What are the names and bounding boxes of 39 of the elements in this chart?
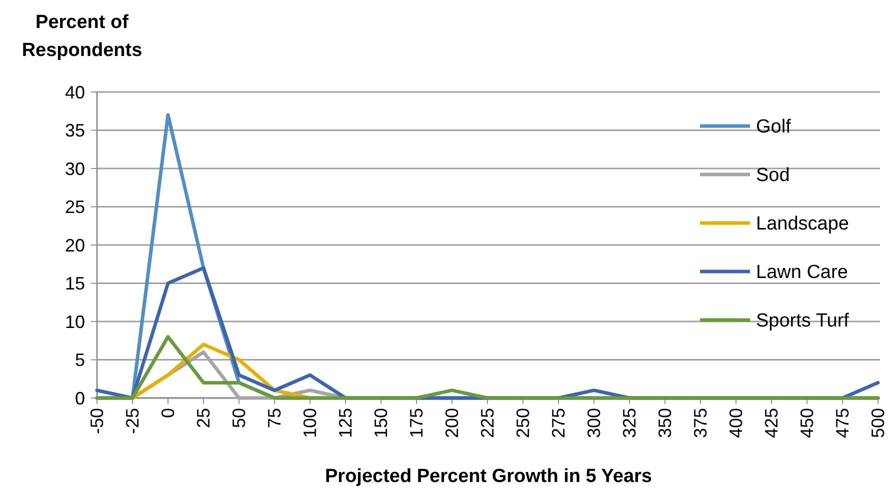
y-tick-label: 15 bbox=[64, 274, 85, 294]
x-tick-label: 375 bbox=[690, 408, 710, 438]
x-tick-label: 400 bbox=[726, 408, 746, 438]
x-tick-label: 75 bbox=[264, 408, 284, 428]
x-tick-label: 325 bbox=[620, 408, 640, 438]
x-tick-label: 200 bbox=[442, 408, 462, 438]
x-tick-label: 25 bbox=[194, 408, 214, 428]
y-tick-label: 0 bbox=[74, 388, 85, 408]
legend-label: Lawn Care bbox=[756, 262, 848, 284]
x-tick-label: 0 bbox=[158, 408, 178, 418]
x-tick-label: 300 bbox=[584, 408, 604, 438]
x-tick-label: 350 bbox=[655, 408, 675, 438]
x-tick-label: -25 bbox=[122, 408, 142, 434]
x-tick-label: 475 bbox=[832, 408, 852, 438]
y-tick-label: 25 bbox=[64, 197, 85, 218]
x-tick-label: 150 bbox=[371, 408, 391, 438]
y-tick-label: 20 bbox=[64, 235, 85, 256]
x-tick-label: 275 bbox=[548, 408, 568, 438]
x-tick-label: 50 bbox=[229, 408, 249, 428]
legend-label: Sports Turf bbox=[756, 310, 850, 332]
x-tick-label: -50 bbox=[87, 408, 107, 434]
x-tick-label: 175 bbox=[406, 408, 426, 438]
y-axis-title: Percent of Respondents bbox=[22, 12, 142, 61]
x-axis-title: Projected Percent Growth in 5 Years bbox=[325, 466, 652, 487]
y-tick-label: 40 bbox=[64, 82, 85, 102]
x-tick-label: 225 bbox=[478, 408, 498, 438]
legend-label: Golf bbox=[756, 116, 792, 138]
y-tick-label: 5 bbox=[74, 350, 85, 370]
legend-label: Sod bbox=[756, 165, 790, 186]
y-tick-label: 35 bbox=[64, 120, 85, 141]
y-tick-label: 30 bbox=[64, 158, 85, 179]
x-tick-label: 100 bbox=[300, 408, 320, 438]
y-tick-label: 10 bbox=[64, 312, 85, 332]
x-tick-label: 425 bbox=[762, 408, 782, 438]
x-tick-label: 125 bbox=[336, 408, 356, 438]
legend-label: Landscape bbox=[756, 214, 849, 235]
x-tick-label: 450 bbox=[797, 408, 817, 438]
x-tick-label: 500 bbox=[868, 408, 888, 438]
x-tick-label: 250 bbox=[513, 408, 533, 438]
